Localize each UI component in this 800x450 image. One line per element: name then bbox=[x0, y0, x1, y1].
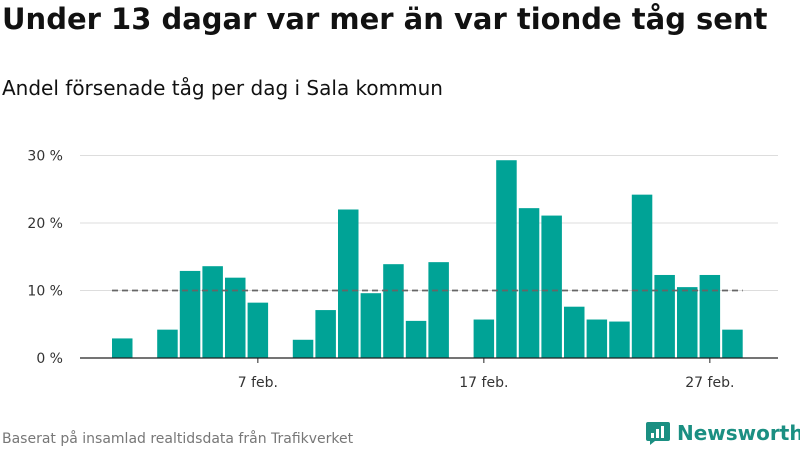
bar bbox=[699, 274, 721, 358]
bar bbox=[360, 293, 382, 358]
bar bbox=[383, 264, 404, 358]
y-tick-label: 20 % bbox=[27, 216, 63, 232]
bar bbox=[564, 306, 585, 358]
bar bbox=[722, 329, 743, 358]
bars bbox=[112, 160, 743, 358]
bar-chart: 0 % 10 % 20 % 30 % 7 feb. 17 feb. 27 feb. bbox=[27, 149, 778, 391]
bar bbox=[586, 319, 608, 358]
brand-logo: Newsworthy bbox=[645, 420, 800, 446]
bar bbox=[541, 215, 562, 358]
bar bbox=[428, 262, 449, 358]
bar bbox=[247, 302, 269, 358]
bar bbox=[405, 320, 427, 358]
bar bbox=[654, 274, 675, 358]
y-tick-label: 30 % bbox=[27, 149, 63, 165]
x-axis-ticks: 7 feb. 17 feb. 27 feb. bbox=[238, 358, 734, 391]
x-tick-label: 27 feb. bbox=[685, 375, 734, 391]
x-tick-label: 17 feb. bbox=[459, 375, 508, 391]
y-axis-ticks: 0 % 10 % 20 % 30 % bbox=[27, 149, 63, 368]
x-tick-label: 7 feb. bbox=[238, 375, 278, 391]
bar bbox=[518, 208, 540, 358]
source-note: Baserat på insamlad realtidsdata från Tr… bbox=[2, 431, 354, 447]
bar bbox=[225, 277, 246, 358]
bar bbox=[157, 329, 178, 358]
brand-name: Newsworthy bbox=[677, 421, 800, 445]
y-tick-label: 0 % bbox=[36, 351, 63, 367]
bar bbox=[609, 321, 630, 358]
bar bbox=[677, 287, 698, 358]
chart-subtitle: Andel försenade tåg per dag i Sala kommu… bbox=[2, 76, 443, 100]
newsworthy-logo-icon bbox=[646, 422, 670, 445]
chart-title: Under 13 dagar var mer än var tionde tåg… bbox=[2, 2, 768, 36]
bar bbox=[496, 160, 517, 358]
bar bbox=[315, 310, 336, 358]
bar bbox=[292, 339, 314, 358]
bar bbox=[112, 338, 133, 358]
bar bbox=[473, 319, 495, 358]
bar bbox=[179, 270, 201, 358]
y-tick-label: 10 % bbox=[27, 284, 63, 300]
bar bbox=[202, 266, 223, 358]
bar bbox=[631, 194, 653, 358]
bar bbox=[338, 209, 359, 358]
